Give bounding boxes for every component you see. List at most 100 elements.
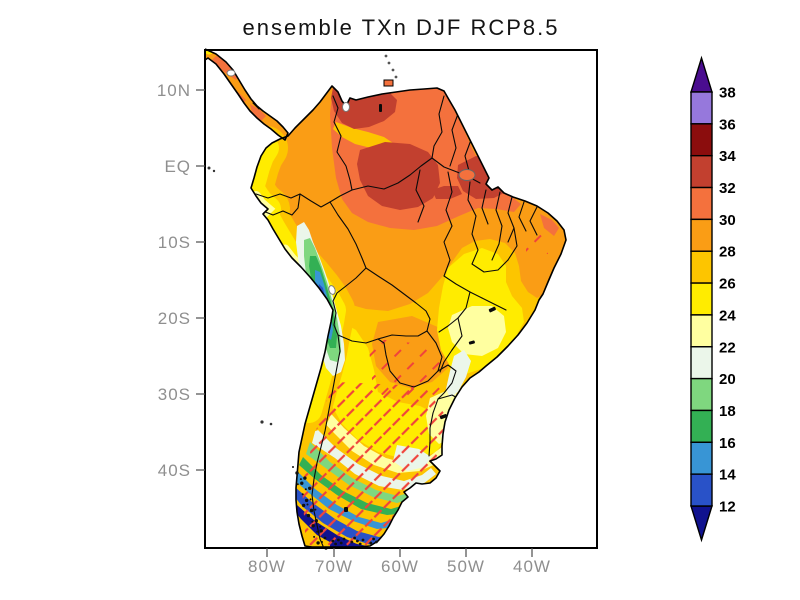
map-canvas: 10N EQ 10S 20S 30S 40S 80W 70W 60W 50W 40W 38 36 34… [0,0,800,600]
island-trinidad [384,80,393,86]
islands-lesser-antilles [385,55,398,79]
fjord-dot [310,498,312,500]
tierradelfuego-dot [334,543,337,546]
colorbar-cell-32-34 [691,156,712,188]
fjord-dot [300,478,302,480]
y-tick-label-10N: 10N [157,81,191,100]
island-marajo [459,170,475,181]
tierradelfuego-dot [353,537,356,540]
x-tick-label-60W: 60W [381,557,419,576]
colorbar-cell-30-32 [691,188,712,220]
tierradelfuego-dot [362,539,365,542]
colorbar-cell-34-36 [691,124,712,156]
map-shape [385,55,388,58]
fjord-dot [316,531,318,533]
fjord-dot [307,514,310,517]
fjord-dot [313,536,315,538]
fjord-dot [320,529,323,532]
fjord-dot [305,499,308,502]
hatch-paraguay [368,338,444,400]
colorbar-over-triangle [691,58,712,92]
colorbar-label-34: 34 [719,148,736,165]
map-shape [379,104,382,112]
colorbar-label-24: 24 [719,307,736,324]
colorbar-cell-26-28 [691,251,712,283]
map-shape [208,167,211,170]
y-tick-label-10S: 10S [158,233,191,252]
colorbar-cell-20-22 [691,347,712,379]
y-axis-ticks: 10N EQ 10S 20S 30S 40S [157,81,205,480]
fjord-dot [308,487,311,490]
tierradelfuego-dot [337,539,340,542]
x-tick-label-80W: 80W [248,557,286,576]
colorbar: 3836343230282624222018161412 [691,58,736,540]
colorbar-label-38: 38 [719,85,736,102]
colorbar-cell-24-26 [691,283,712,315]
map-shape [388,62,391,65]
tierradelfuego-dot [359,543,362,546]
colorbar-label-36: 36 [719,116,736,133]
tierradelfuego-dot [356,540,359,543]
colorbar-label-14: 14 [719,467,736,484]
colorbar-under-triangle [691,506,712,540]
colorbar-cell-28-30 [691,219,712,251]
y-tick-label-40S: 40S [158,461,191,480]
fjord-dot [315,519,318,522]
x-axis-ticks: 80W 70W 60W 50W 40W [248,549,551,577]
fill-nicaragua-spot-32-34 [233,61,240,67]
fjord-dot [300,482,303,485]
colorbar-label-26: 26 [719,276,736,293]
x-tick-label-40W: 40W [513,557,551,576]
map-shape [392,69,395,72]
fjord-dot [316,541,319,544]
fjord-dot [302,493,304,495]
colorbar-label-12: 12 [719,499,736,516]
tierradelfuego-dot [372,538,375,541]
tierradelfuego-dot [340,542,343,545]
map-shape [213,170,215,172]
colorbar-cell-18-20 [691,379,712,411]
lake-maracaibo [343,103,350,112]
tierradelfuego-dot [343,538,346,541]
tierradelfuego-dot [369,542,372,545]
colorbar-label-30: 30 [719,212,736,229]
colorbar-label-16: 16 [719,435,736,452]
colorbar-cell-14-16 [691,442,712,474]
x-tick-label-70W: 70W [315,557,353,576]
colorbar-label-28: 28 [719,244,736,261]
fjord-dot [312,524,315,527]
fjord-dot [295,471,298,474]
fjord-dot [303,476,306,479]
fjord-dot [311,521,313,523]
tierradelfuego-dot [350,541,353,544]
colorbar-label-18: 18 [719,403,736,420]
tierradelfuego-dot [375,541,378,544]
figure: ensemble TXn DJF RCP8.5 [0,0,800,600]
colorbar-cell-22-24 [691,315,712,347]
x-tick-label-50W: 50W [447,557,485,576]
colorbar-cell-16-18 [691,410,712,442]
fjord-dot [321,541,323,543]
fjord-dot [305,488,307,490]
fjord-dot [297,483,299,485]
map-shape [344,507,348,512]
y-tick-label-30S: 30S [158,385,191,404]
y-tick-label-EQ: EQ [164,157,191,176]
colorbar-label-20: 20 [719,371,736,388]
colorbar-cell-12-14 [691,474,712,506]
lake-nicaragua [227,70,235,76]
fjord-dot [292,466,294,468]
map-shape [270,423,273,426]
colorbar-cell-36-38 [691,92,712,124]
y-tick-label-20S: 20S [158,309,191,328]
fjord-dot [314,509,316,511]
map-shape [260,420,263,423]
map-shape [395,76,398,79]
fjord-dot [319,526,321,528]
fjord-dot [310,509,313,512]
tierradelfuego-dot [331,540,334,543]
fjord-dot [302,504,305,507]
colorbar-label-22: 22 [719,339,736,356]
fill-andes-u12 [322,302,328,326]
tierradelfuego-dot [324,537,327,540]
